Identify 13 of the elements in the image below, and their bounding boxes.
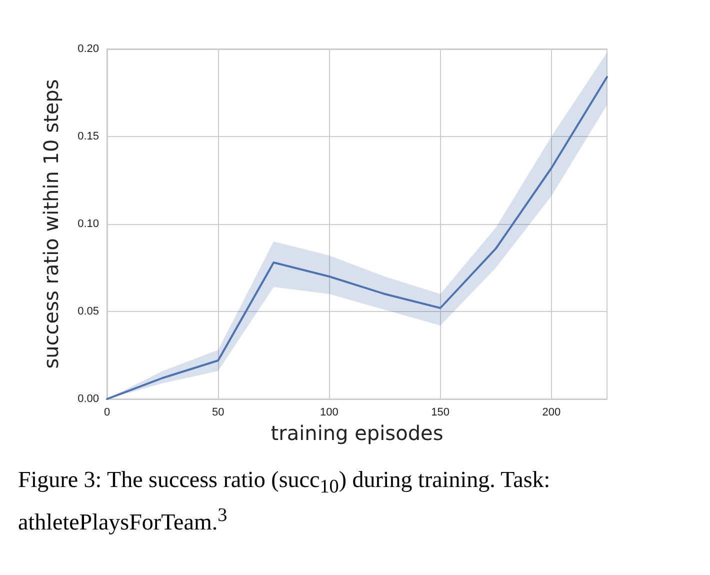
- x-tick-label: 50: [212, 406, 224, 418]
- x-tick-label: 0: [104, 406, 110, 418]
- y-tick-label: 0.00: [78, 393, 99, 405]
- text: Figure 3: The success ratio (succ$_{10}$) during training. Task: athletePlaysForTeam.$^{3}$: [18, 467, 550, 534]
- y-axis-title: success ratio within 10 steps: [39, 79, 63, 369]
- x-tick-label: 200: [542, 406, 561, 418]
- x-axis-title: training episodes: [270, 421, 444, 445]
- y-tick-label: 0.05: [78, 306, 99, 318]
- y-tick-label: 0.15: [78, 130, 99, 142]
- x-tick-label: 100: [320, 406, 338, 418]
- y-tick-label: 0.10: [78, 218, 99, 230]
- x-tick-label: 150: [431, 406, 450, 418]
- y-tick-label: 0.20: [78, 43, 99, 55]
